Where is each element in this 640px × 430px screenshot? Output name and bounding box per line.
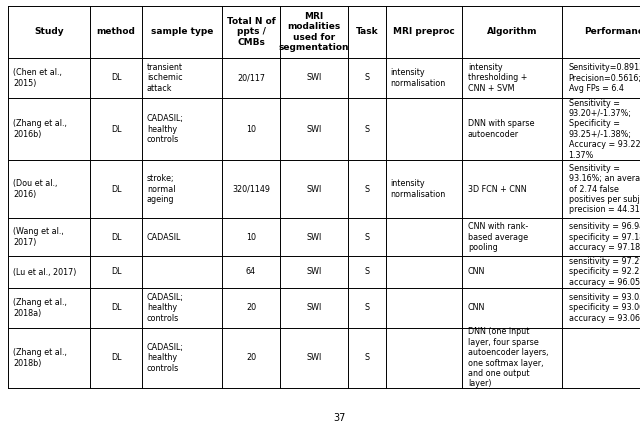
- Text: DNN with sparse
autoencoder: DNN with sparse autoencoder: [468, 119, 534, 139]
- Text: Task: Task: [356, 28, 378, 37]
- Text: 20/117: 20/117: [237, 74, 265, 83]
- Text: SWI: SWI: [307, 184, 322, 194]
- Text: S: S: [364, 267, 369, 276]
- Text: SWI: SWI: [307, 74, 322, 83]
- Text: SWI: SWI: [307, 353, 322, 362]
- Text: (Dou et al.,
2016): (Dou et al., 2016): [13, 179, 58, 199]
- Text: CNN: CNN: [468, 304, 485, 313]
- Text: stroke;
normal
ageing: stroke; normal ageing: [147, 174, 175, 204]
- Text: Total N of
ppts /
CMBs: Total N of ppts / CMBs: [227, 17, 275, 47]
- Text: (Chen et al.,
2015): (Chen et al., 2015): [13, 68, 62, 88]
- Text: method: method: [97, 28, 136, 37]
- Text: DL: DL: [111, 74, 121, 83]
- Text: 20: 20: [246, 304, 256, 313]
- Text: 20: 20: [246, 353, 256, 362]
- Text: Algorithm: Algorithm: [487, 28, 537, 37]
- Text: (Zhang et al.,
2016b): (Zhang et al., 2016b): [13, 119, 67, 139]
- Text: S: S: [364, 184, 369, 194]
- Text: Study: Study: [34, 28, 64, 37]
- Text: transient
ischemic
attack: transient ischemic attack: [147, 63, 183, 93]
- Text: MRI
modalities
used for
segmentation: MRI modalities used for segmentation: [279, 12, 349, 52]
- Text: SWI: SWI: [307, 233, 322, 242]
- Text: S: S: [364, 353, 369, 362]
- Text: SWI: SWI: [307, 267, 322, 276]
- Text: SWI: SWI: [307, 304, 322, 313]
- Text: CNN with rank-
based average
pooling: CNN with rank- based average pooling: [468, 222, 528, 252]
- Text: DL: DL: [111, 353, 121, 362]
- Text: S: S: [364, 125, 369, 133]
- Text: 320/1149: 320/1149: [232, 184, 270, 194]
- Text: intensity
normalisation: intensity normalisation: [390, 68, 446, 88]
- Text: S: S: [364, 74, 369, 83]
- Text: DL: DL: [111, 125, 121, 133]
- Text: DL: DL: [111, 267, 121, 276]
- Text: 10: 10: [246, 125, 256, 133]
- Text: 37: 37: [334, 413, 346, 423]
- Text: DL: DL: [111, 304, 121, 313]
- Text: MRI preproc: MRI preproc: [393, 28, 455, 37]
- Text: CADASIL: CADASIL: [147, 233, 181, 242]
- Text: CADASIL;
healthy
controls: CADASIL; healthy controls: [147, 293, 184, 323]
- Text: 64: 64: [246, 267, 256, 276]
- Text: (Zhang et al.,
2018b): (Zhang et al., 2018b): [13, 348, 67, 368]
- Text: S: S: [364, 304, 369, 313]
- Text: DL: DL: [111, 233, 121, 242]
- Text: CADASIL;
healthy
controls: CADASIL; healthy controls: [147, 114, 184, 144]
- Text: (Wang et al.,
2017): (Wang et al., 2017): [13, 227, 63, 247]
- Text: CADASIL;
healthy
controls: CADASIL; healthy controls: [147, 343, 184, 373]
- Text: CNN: CNN: [468, 267, 485, 276]
- Text: Performance: Performance: [584, 28, 640, 37]
- Text: Sensitivity=0.8913;
Precision=0.5616;
Avg FPs = 6.4: Sensitivity=0.8913; Precision=0.5616; Av…: [568, 63, 640, 93]
- Text: DL: DL: [111, 184, 121, 194]
- Text: sensitivity = 93.05%;
specificity = 93.06%;
accuracy = 93.06%: sensitivity = 93.05%; specificity = 93.0…: [568, 293, 640, 323]
- Text: sensitivity = 96.94%;
specificity = 97.18%;
accuracy = 97.18%: sensitivity = 96.94%; specificity = 97.1…: [568, 222, 640, 252]
- Text: 3D FCN + CNN: 3D FCN + CNN: [468, 184, 527, 194]
- Text: (Lu et al., 2017): (Lu et al., 2017): [13, 267, 76, 276]
- Text: (Zhang et al.,
2018a): (Zhang et al., 2018a): [13, 298, 67, 318]
- Text: intensity
thresholding +
CNN + SVM: intensity thresholding + CNN + SVM: [468, 63, 527, 93]
- Text: sensitivity = 97.29%;
specificity = 92.23%;
accuracy = 96.05%: sensitivity = 97.29%; specificity = 92.2…: [568, 257, 640, 287]
- Text: SWI: SWI: [307, 125, 322, 133]
- Text: S: S: [364, 233, 369, 242]
- Text: Sensitivity =
93.16%; an average
of 2.74 false
positives per subject;
precision : Sensitivity = 93.16%; an average of 2.74…: [568, 164, 640, 214]
- Text: 10: 10: [246, 233, 256, 242]
- Text: Sensitivity =
93.20+/-1.37%;
Specificity =
93.25+/-1.38%;
Accuracy = 93.22+/-
1.: Sensitivity = 93.20+/-1.37%; Specificity…: [568, 98, 640, 160]
- Text: sample type: sample type: [151, 28, 213, 37]
- Text: intensity
normalisation: intensity normalisation: [390, 179, 446, 199]
- Text: DNN (one input
layer, four sparse
autoencoder layers,
one softmax layer,
and one: DNN (one input layer, four sparse autoen…: [468, 328, 548, 388]
